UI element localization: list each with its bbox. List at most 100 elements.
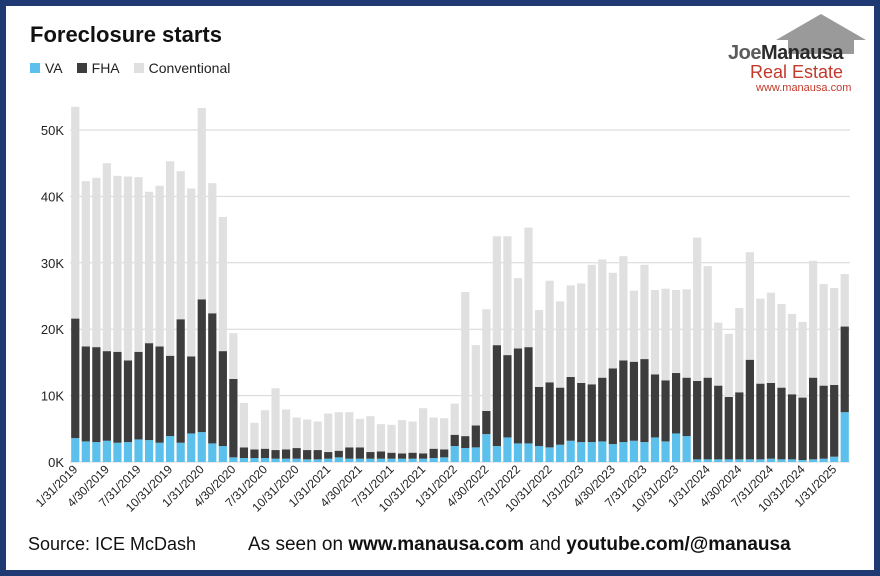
bar-segment-va: [745, 459, 754, 462]
y-tick-label: 0K: [48, 455, 64, 470]
bar-segment-fha: [366, 452, 375, 459]
bar-segment-conventional: [840, 274, 849, 327]
bar-segment-conventional: [123, 176, 133, 361]
bar-segment-conventional: [387, 424, 396, 453]
bar-segment-fha: [693, 380, 702, 460]
bar-segment-conventional: [471, 345, 480, 426]
y-tick-label: 20K: [41, 322, 64, 337]
bar-segment-fha: [745, 359, 754, 460]
bar-segment-fha: [134, 351, 143, 440]
bar-segment-va: [682, 436, 691, 462]
bar-segment-fha: [166, 355, 175, 437]
bar-segment-conventional: [429, 417, 438, 449]
bar-segment-va: [787, 459, 797, 462]
bar-segment-conventional: [187, 188, 196, 357]
bar-segment-conventional: [271, 388, 280, 451]
bar-segment-fha: [355, 447, 364, 459]
bar-segment-fha: [144, 343, 154, 441]
legend-label-fha: FHA: [91, 60, 120, 76]
bar-segment-fha: [313, 450, 322, 460]
bar-segment-fha: [735, 392, 744, 460]
seen-on-prefix: As seen on: [248, 534, 349, 555]
legend-swatch-va: [30, 63, 40, 73]
bar-segment-fha: [492, 345, 502, 447]
bar-segment-conventional: [650, 290, 660, 375]
y-tick-label: 10K: [41, 389, 64, 404]
bar-segment-fha: [260, 448, 270, 459]
bar-segment-fha: [587, 384, 596, 443]
bar-segment-va: [355, 458, 364, 462]
site-link[interactable]: www.manausa.com: [348, 534, 524, 555]
bar-segment-va: [250, 458, 259, 462]
bar-segment-fha: [671, 373, 681, 434]
bar-segment-va: [608, 444, 617, 462]
bar-segment-va: [830, 456, 839, 462]
bar-segment-fha: [534, 386, 544, 447]
bar-segment-fha: [208, 313, 217, 444]
bar-segment-fha: [629, 361, 639, 441]
bar-segment-va: [271, 458, 280, 462]
bar-segment-fha: [808, 377, 818, 460]
legend-item-fha: FHA: [76, 60, 120, 76]
bar-segment-conventional: [577, 283, 586, 383]
bar-segment-fha: [524, 347, 533, 444]
bar-segment-va: [556, 444, 565, 462]
bar-segment-va: [471, 447, 480, 462]
bar-segment-conventional: [629, 290, 639, 362]
bar-segment-va: [376, 458, 386, 462]
bar-segment-fha: [292, 448, 301, 459]
bar-segment-va: [492, 446, 502, 462]
bar-segment-fha: [92, 347, 101, 443]
y-tick-label: 40K: [41, 189, 64, 204]
bar-segment-va: [756, 459, 765, 462]
chart-legend: VA FHA Conventional: [30, 60, 230, 76]
bar-segment-va: [808, 459, 818, 462]
bar-segment-va: [440, 457, 449, 462]
bar-segment-fha: [303, 450, 312, 460]
bar-segment-va: [429, 458, 438, 462]
legend-item-conventional: Conventional: [133, 60, 230, 76]
bar-segment-conventional: [355, 418, 364, 448]
bar-segment-conventional: [714, 322, 723, 386]
bar-segment-conventional: [735, 307, 744, 393]
bar-segment-conventional: [71, 106, 80, 319]
bar-segment-va: [281, 458, 291, 462]
bar-segment-fha: [429, 448, 438, 459]
bar-segment-fha: [703, 377, 712, 460]
bar-segment-va: [513, 443, 523, 462]
bar-segment-fha: [71, 318, 80, 439]
bar-segment-va: [450, 446, 459, 462]
youtube-link[interactable]: youtube.com/@manausa: [566, 534, 791, 555]
bar-segment-conventional: [587, 264, 596, 385]
bar-segment-conventional: [397, 420, 407, 454]
bar-segment-conventional: [324, 413, 333, 453]
bar-segment-fha: [482, 410, 491, 435]
bar-segment-fha: [440, 449, 449, 458]
bar-segment-fha: [798, 397, 807, 461]
bar-segment-va: [418, 458, 428, 462]
legend-swatch-conventional: [133, 63, 144, 73]
bar-segment-conventional: [418, 408, 428, 454]
bar-segment-conventional: [450, 403, 459, 435]
bar-segment-fha: [545, 382, 554, 448]
source-label: Source: ICE McDash: [28, 534, 197, 554]
bar-segment-conventional: [303, 419, 312, 451]
bar-segment-conventional: [640, 264, 649, 360]
bar-segment-va: [629, 440, 639, 462]
bar-segment-va: [239, 458, 249, 462]
bar-segment-conventional: [808, 260, 818, 378]
bar-segment-conventional: [461, 292, 470, 437]
y-tick-label: 30K: [41, 256, 64, 271]
bar-segment-va: [693, 459, 702, 462]
bar-segment-fha: [619, 360, 628, 443]
bar-segment-va: [840, 412, 849, 462]
bar-segment-conventional: [798, 321, 807, 398]
bar-segment-va: [324, 458, 333, 462]
bar-segment-va: [798, 460, 807, 462]
bar-segment-va: [619, 442, 628, 462]
bar-segment-va: [577, 442, 586, 462]
bar-segment-conventional: [197, 108, 206, 300]
bar-segment-conventional: [524, 227, 533, 348]
bar-segment-fha: [661, 380, 670, 442]
